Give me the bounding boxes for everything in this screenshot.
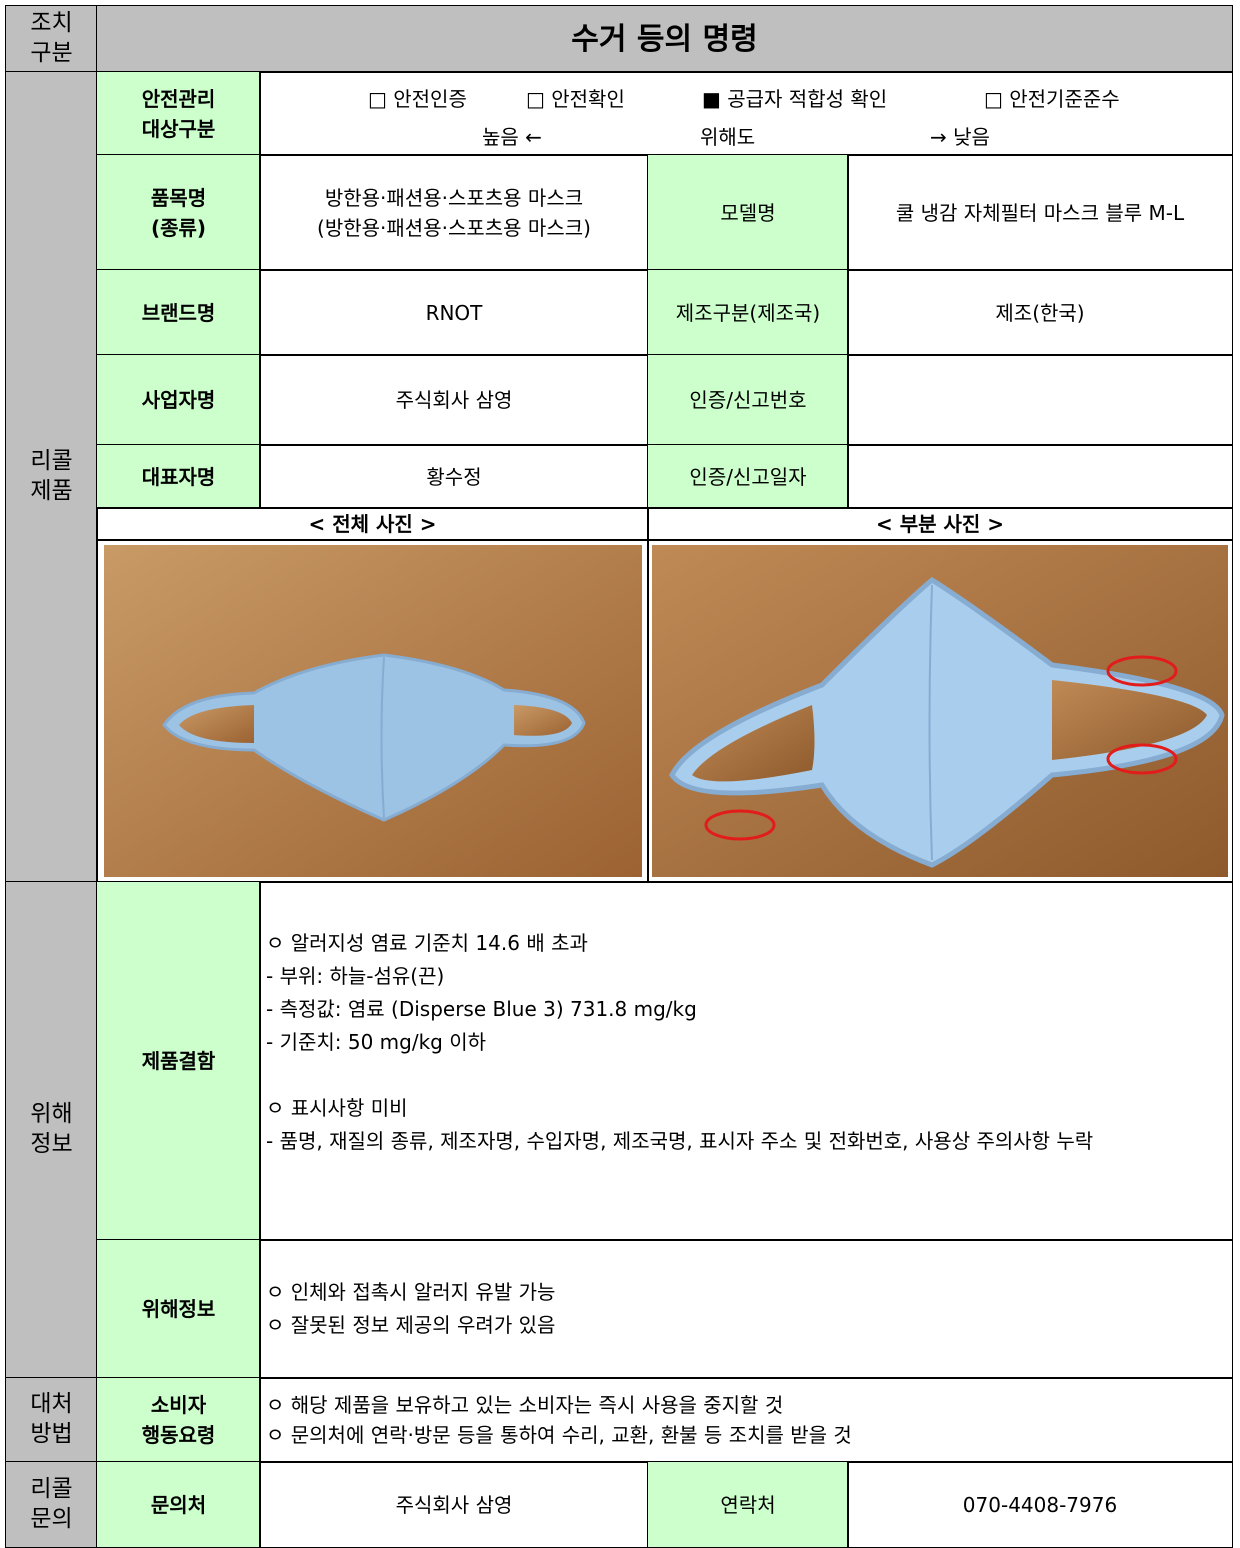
text: 구분 (30, 40, 73, 66)
text: 리콜 (30, 448, 73, 475)
text: 인증/신고일자 (689, 464, 807, 489)
text: ㅇ 잘못된 정보 제공의 우려가 있음 (266, 1313, 556, 1337)
text: 인증/신고번호 (689, 388, 807, 412)
scale: 높음 ← (482, 125, 542, 149)
text: 070-4408-7976 (962, 1492, 1118, 1517)
text: 브랜드명 (141, 300, 216, 325)
text: - 부위: 하늘-섬유(끈) (266, 964, 445, 988)
value-cell: 070-4408-7976 (847, 1461, 1233, 1548)
text: ㅇ 해당 제품을 보유하고 있는 소비자는 즉시 사용을 중지할 것 (266, 1393, 784, 1417)
caption-cell: < 전체 사진 > (96, 507, 649, 541)
scale: 위해도 (700, 125, 756, 149)
text: 위해 (30, 1101, 73, 1128)
photo-full (103, 545, 642, 877)
label-cell: 제품결함 (96, 881, 261, 1241)
scale: → 낮음 (930, 125, 990, 149)
photo-detail (652, 545, 1228, 877)
label-cell: 모델명 (647, 154, 849, 271)
value-cell: 쿨 냉감 자체필터 마스크 블루 M-L (847, 154, 1233, 271)
text: 조치 (30, 10, 73, 37)
caption-cell: < 부분 사진 > (647, 507, 1233, 541)
option: ■ 공급자 적합성 확인 (702, 87, 888, 111)
text: 모델명 (720, 200, 776, 225)
value-cell: 주식회사 삼영 (259, 354, 649, 446)
text: 쿨 냉감 자체필터 마스크 블루 M-L (895, 200, 1185, 225)
text: (종류) (150, 215, 207, 240)
safety-category-cell: □ 안전인증 □ 안전확인 ■ 공급자 적합성 확인 □ 안전기준준수 높음 ←… (259, 71, 1233, 156)
text: ㅇ 인체와 접촉시 알러지 유발 가능 (266, 1280, 556, 1304)
text: 대처 (30, 1391, 73, 1418)
value-cell: 방한용·패션용·스포츠용 마스크 (방한용·패션용·스포츠용 마스크) (259, 154, 649, 271)
label-cell: 브랜드명 (96, 269, 261, 356)
text: ㅇ 알러지성 염료 기준치 14.6 배 초과 (266, 931, 588, 955)
text: - 기준치: 50 mg/kg 이하 (266, 1030, 487, 1054)
text: 문의처 (150, 1492, 207, 1517)
text: 사업자명 (141, 388, 216, 412)
text: ㅇ 표시사항 미비 (266, 1096, 408, 1120)
text: 정보 (30, 1131, 73, 1157)
value-cell (847, 354, 1233, 446)
text: 연락처 (720, 1492, 776, 1517)
photo-cell (96, 539, 649, 883)
text: 안전관리 (141, 86, 216, 111)
label-cell: 품목명 (종류) (96, 154, 261, 271)
text: 품목명 (150, 185, 207, 210)
label-cell: 인증/신고번호 (647, 354, 849, 446)
label-cell: 문의처 (96, 1461, 261, 1548)
label-cell: 제조구분(제조국) (647, 269, 849, 356)
text: 제품결함 (141, 1049, 216, 1073)
text: 대상구분 (141, 116, 216, 141)
text: 주식회사 삼영 (395, 388, 513, 412)
option: □ 안전기준준수 (984, 87, 1120, 111)
title: 수거 등의 명령 (571, 21, 758, 57)
label-cell: 위해정보 (96, 1239, 261, 1379)
text: 문의 (30, 1505, 73, 1532)
text: 제조(한국) (995, 300, 1085, 325)
value-cell: 제조(한국) (847, 269, 1233, 356)
text: ㅇ 문의처에 연락·방문 등을 통하여 수리, 교환, 환불 등 조치를 받을 … (266, 1423, 852, 1447)
text: 방한용·패션용·스포츠용 마스크 (324, 185, 584, 210)
label-cell: 연락처 (647, 1461, 849, 1548)
label-cell: 대표자명 (96, 444, 261, 509)
value-cell: RNOT (259, 269, 649, 356)
text: RNOT (425, 300, 483, 325)
value-cell (847, 444, 1233, 509)
text: - 측정값: 염료 (Disperse Blue 3) 731.8 mg/kg (266, 997, 697, 1021)
text: 대표자명 (141, 464, 216, 489)
option: □ 안전인증 (368, 87, 467, 111)
text: 위해정보 (141, 1297, 216, 1321)
text: 주식회사 삼영 (395, 1492, 513, 1517)
text: 황수정 (426, 464, 482, 489)
label-cell: 인증/신고일자 (647, 444, 849, 509)
value-cell: 주식회사 삼영 (259, 1461, 649, 1548)
text: 제조구분(제조국) (675, 300, 821, 325)
option: □ 안전확인 (526, 87, 625, 111)
text: 제품 (30, 478, 73, 504)
text: - 품명, 재질의 종류, 제조자명, 수입자명, 제조국명, 표시자 주소 및… (266, 1129, 1094, 1153)
text: 리콜 (30, 1475, 73, 1502)
text: < 부분 사진 > (875, 512, 1004, 536)
text: 방법 (30, 1421, 73, 1447)
hazard-cell: ㅇ 인체와 접촉시 알러지 유발 가능 ㅇ 잘못된 정보 제공의 우려가 있음 (259, 1239, 1233, 1379)
label-cell: 사업자명 (96, 354, 261, 446)
remedy-cell: ㅇ 해당 제품을 보유하고 있는 소비자는 즉시 사용을 중지할 것 ㅇ 문의처… (259, 1377, 1233, 1463)
value-cell: 황수정 (259, 444, 649, 509)
text: (방한용·패션용·스포츠용 마스크) (317, 215, 591, 240)
text: 소비자 (150, 1393, 207, 1417)
photo-cell (647, 539, 1233, 883)
text: < 전체 사진 > (308, 512, 437, 536)
title-cell: 수거 등의 명령 (96, 5, 1233, 73)
text: 행동요령 (141, 1423, 216, 1447)
defect-cell: ㅇ 알러지성 염료 기준치 14.6 배 초과 - 부위: 하늘-섬유(끈) -… (259, 881, 1233, 1241)
